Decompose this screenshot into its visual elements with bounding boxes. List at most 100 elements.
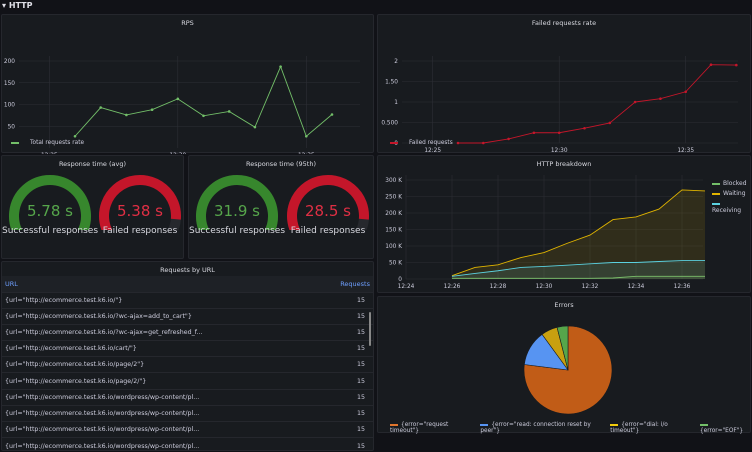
table-row[interactable]: {url="http://ecommerce.test.k6.io/wordpr… — [2, 388, 373, 406]
gauge-arc — [9, 175, 91, 230]
table-row[interactable]: {url="http://ecommerce.test.k6.io/wordpr… — [2, 437, 373, 450]
url-cell: {url="http://ecommerce.test.k6.io/page/2… — [2, 356, 318, 373]
x-tick-label: 12:26 — [444, 284, 461, 290]
panel-title[interactable]: Response time (avg) — [58, 160, 127, 168]
legend-item[interactable]: {error="request timeout"} — [390, 422, 472, 434]
legend-item[interactable]: Receiving — [712, 200, 750, 214]
legend-item[interactable]: {error="dial: i/o timeout"} — [610, 422, 692, 434]
requests-cell: 15 — [317, 404, 373, 422]
legend-swatch — [699, 423, 708, 426]
gauge-label: Successful responses — [188, 226, 286, 236]
scrollbar[interactable] — [369, 312, 371, 346]
table-row[interactable]: {url="http://ecommerce.test.k6.io/cart/"… — [2, 340, 373, 357]
panel-title[interactable]: Failed requests rate — [531, 19, 597, 27]
legend-item[interactable]: {error="read: connection reset by peer"} — [480, 422, 602, 434]
panel-title[interactable]: HTTP breakdown — [536, 160, 592, 168]
legend-item[interactable]: Total requests rate — [11, 140, 84, 146]
failed-chart: 0 0.500 1 1.50 2 12:25 12:30 12:35 — [381, 56, 738, 154]
row-title-text: HTTP — [8, 1, 33, 10]
gauge-fill — [99, 175, 181, 230]
requests-cell: 15 — [317, 437, 373, 450]
requests-cell: 15 — [317, 340, 373, 357]
requests-cell: 15 — [317, 291, 373, 309]
panel-title[interactable]: RPS — [181, 19, 194, 27]
table-row[interactable]: {url="http://ecommerce.test.k6.io/wordpr… — [2, 404, 373, 422]
panel-title[interactable]: Errors — [554, 301, 574, 309]
legend-item[interactable]: Blocked — [712, 180, 750, 187]
gauge-fill — [196, 175, 278, 230]
data-point — [684, 90, 687, 94]
y-tick-label: 200 K — [385, 211, 402, 217]
panel-title[interactable]: Requests by URL — [160, 266, 215, 274]
table-row[interactable]: {url="http://ecommerce.test.k6.io/?wc-aj… — [2, 323, 373, 341]
gauge-fill — [9, 175, 91, 230]
y-tick-label: 300 K — [385, 178, 402, 184]
gauge-successful: 31.9 s Successful responses — [189, 170, 285, 260]
x-tick-label: 12:30 — [536, 284, 553, 290]
y-tick-label: 100 K — [385, 244, 402, 250]
legend-label: Failed requests — [409, 140, 453, 146]
legend-label: Blocked — [723, 180, 747, 187]
legend-label: Total requests rate — [30, 140, 85, 146]
gauge-label: Failed responses — [102, 226, 178, 236]
column-header-requests[interactable]: Requests — [317, 276, 373, 292]
http-breakdown-panel: HTTP breakdown 0 50 K 100 K 150 K 200 K 250 K… — [377, 155, 751, 293]
url-cell: {url="http://ecommerce.test.k6.io/page/2… — [2, 372, 318, 390]
column-header-url[interactable]: URL — [2, 276, 318, 292]
requests-cell: 15 — [317, 388, 373, 406]
y-tick-label: 0.500 — [381, 121, 398, 127]
row-title-http[interactable]: ▾ HTTP — [2, 1, 33, 10]
legend-label: {error="read: connection reset by peer"} — [480, 422, 591, 434]
data-point — [202, 114, 205, 118]
x-tick-label: 12:30 — [169, 153, 186, 154]
legend-swatch — [480, 423, 489, 426]
y-tick-label: 50 K — [389, 261, 402, 267]
data-point — [330, 113, 334, 116]
errors-pie-chart — [523, 325, 613, 415]
gauge-arc — [196, 175, 278, 230]
legend-item[interactable]: Waiting — [712, 190, 750, 197]
gauge-label: Successful responses — [1, 226, 99, 236]
series-line — [451, 260, 705, 277]
y-tick-label: 2 — [394, 59, 398, 65]
table-row[interactable]: {url="http://ecommerce.test.k6.io/?wc-aj… — [2, 307, 373, 325]
requests-cell: 15 — [317, 356, 373, 373]
x-tick-label: 12:25 — [41, 153, 58, 154]
url-cell: {url="http://ecommerce.test.k6.io/wordpr… — [2, 404, 318, 422]
requests-cell: 15 — [317, 420, 373, 438]
data-point — [125, 113, 128, 117]
requests-table: URL Requests {url="http://ecommerce.test.k… — [2, 276, 373, 450]
legend-item[interactable]: Failed requests — [390, 140, 453, 146]
data-point — [482, 141, 485, 145]
data-point — [456, 141, 460, 145]
errors-legend: {error="request timeout"} {error="read: c… — [390, 422, 750, 434]
y-tick-label: 1 — [394, 100, 398, 106]
y-tick-label: 1.50 — [385, 80, 398, 86]
response-95th-panel: Response time (95th) 31.9 s Successful re… — [188, 155, 374, 259]
rps-panel: RPS 50 100 150 200 12:25 12:30 12:35 Total req… — [1, 14, 374, 154]
table-row[interactable]: {url="http://ecommerce.test.k6.io/"} 15 — [2, 291, 373, 309]
requests-cell: 15 — [317, 307, 373, 325]
legend-label: {error="dial: i/o timeout"} — [610, 422, 668, 434]
table-row[interactable]: {url="http://ecommerce.test.k6.io/page/2… — [2, 372, 373, 390]
table-row[interactable]: {url="http://ecommerce.test.k6.io/wordpr… — [2, 420, 373, 438]
data-point — [507, 137, 510, 141]
y-tick-label: 50 — [8, 124, 16, 130]
data-point — [709, 63, 713, 66]
data-point — [608, 121, 612, 125]
legend-item[interactable]: {error="EOF"} — [699, 422, 750, 434]
legend-label: Waiting — [723, 190, 746, 197]
data-point — [73, 134, 77, 138]
x-tick-label: 12:32 — [582, 284, 599, 290]
panel-title[interactable]: Response time (95th) — [245, 160, 317, 168]
data-point — [227, 110, 231, 113]
y-tick-label: 0 — [398, 277, 402, 283]
x-tick-label: 12:24 — [398, 284, 415, 290]
data-point — [583, 126, 586, 130]
table-row[interactable]: {url="http://ecommerce.test.k6.io/page/2… — [2, 356, 373, 373]
data-point — [633, 100, 637, 104]
x-tick-label: 12:25 — [424, 148, 441, 154]
series-line — [74, 65, 333, 138]
requests-cell: 15 — [317, 323, 373, 341]
legend-label: {error="request timeout"} — [390, 422, 449, 434]
